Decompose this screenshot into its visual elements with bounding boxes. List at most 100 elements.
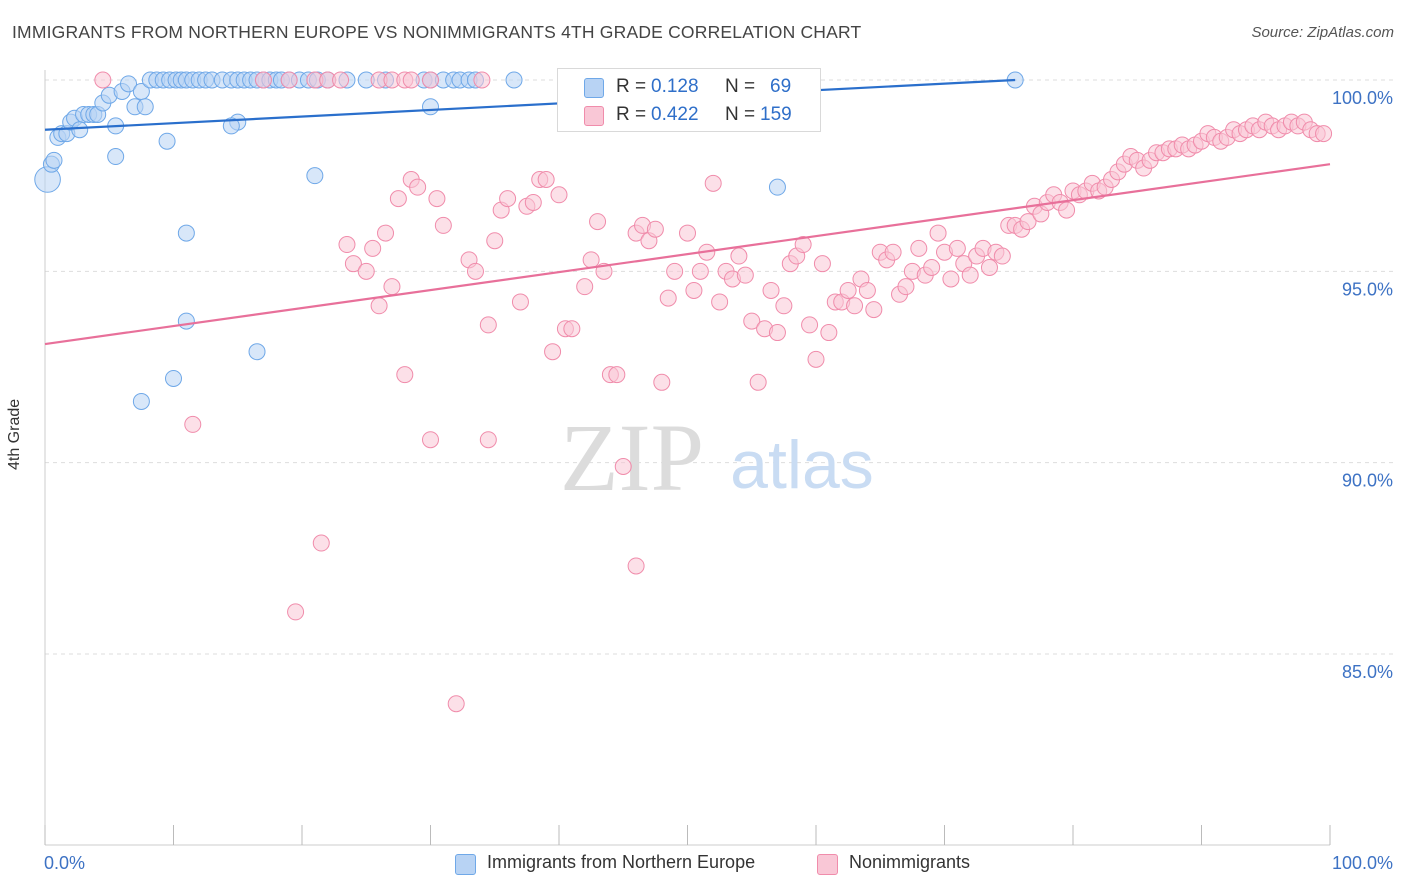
- nonimmigrants-point: [473, 71, 491, 89]
- nonimmigrants-point: [1019, 213, 1037, 231]
- nonimmigrants-point: [486, 232, 504, 250]
- nonimmigrants-point: [338, 236, 356, 254]
- source-credit: Source: ZipAtlas.com: [1251, 24, 1394, 41]
- nonimmigrants-point: [923, 259, 941, 277]
- immigrants-point: [177, 224, 195, 242]
- nonimmigrants-point: [364, 239, 382, 257]
- nonimmigrants-point: [679, 224, 696, 242]
- nonimmigrants-point: [711, 293, 729, 311]
- x-tick-label: 0.0%: [44, 853, 85, 873]
- nonimmigrants-point: [608, 366, 626, 384]
- legend-n-value: 159: [760, 104, 792, 125]
- nonimmigrants-point: [929, 224, 947, 242]
- nonimmigrants-point: [422, 431, 439, 449]
- legend-n-label: N =: [725, 104, 756, 125]
- nonimmigrants-point: [396, 366, 414, 384]
- axes: [44, 70, 1331, 846]
- immigrants-point: [45, 151, 63, 169]
- nonimmigrants-point: [653, 373, 671, 391]
- nonimmigrants-point: [422, 71, 439, 89]
- chart-title: IMMIGRANTS FROM NORTHERN EUROPE VS NONIM…: [12, 22, 862, 42]
- y-tick-label: 90.0%: [1342, 471, 1393, 491]
- nonimmigrants-point: [479, 431, 497, 449]
- nonimmigrants-point: [280, 71, 298, 89]
- nonimmigrants-point: [846, 297, 864, 315]
- nonimmigrants-point: [646, 220, 664, 238]
- nonimmigrants-point: [659, 289, 677, 307]
- nonimmigrants-point: [447, 695, 465, 713]
- nonimmigrants-point: [1058, 201, 1076, 219]
- legend-swatch-pink: [584, 106, 604, 126]
- immigrants-trend-line: [44, 78, 1016, 131]
- watermark-zip: ZIP: [560, 404, 704, 511]
- nonimmigrants-point: [794, 236, 812, 254]
- immigrants-point: [222, 117, 240, 135]
- nonimmigrants-point: [813, 255, 831, 273]
- immigrants-point: [158, 132, 176, 150]
- nonimmigrants-point: [839, 281, 857, 299]
- nonimmigrants-point: [389, 190, 407, 208]
- legend-r-label: R =: [616, 76, 647, 97]
- nonimmigrants-point: [332, 71, 350, 89]
- immigrants-point: [136, 98, 154, 116]
- nonimmigrants-point: [1315, 125, 1333, 143]
- nonimmigrants-point: [775, 297, 793, 315]
- legend-n-label: N =: [725, 76, 756, 97]
- nonimmigrants-point: [563, 320, 581, 338]
- correlation-legend: R = 0.128 N = 69 R = 0.422 N = 159: [557, 68, 821, 132]
- nonimmigrants-point: [511, 293, 529, 311]
- legend-row-immigrants: R = 0.128 N = 69: [558, 72, 820, 102]
- nonimmigrants-point: [627, 557, 645, 575]
- bottom-legend-swatch-blue: [455, 854, 476, 875]
- nonimmigrants-point: [685, 281, 703, 299]
- nonimmigrants-point: [884, 243, 902, 261]
- nonimmigrants-point: [691, 262, 709, 280]
- nonimmigrants-point: [524, 193, 542, 211]
- nonimmigrants-point: [94, 71, 112, 89]
- nonimmigrants-point: [743, 312, 761, 330]
- gridlines: [45, 79, 1395, 655]
- nonimmigrants-point: [801, 316, 819, 334]
- trend-lines: [44, 78, 1331, 346]
- nonimmigrants-point: [402, 71, 420, 89]
- series-nonimmigrants-points: [94, 71, 1333, 713]
- y-tick-labels: 85.0% 90.0% 95.0% 100.0%: [1332, 88, 1393, 682]
- nonimmigrants-point: [897, 278, 915, 296]
- x-tick-label: 100.0%: [1332, 853, 1393, 873]
- nonimmigrants-point: [576, 278, 594, 296]
- nonimmigrants-point: [820, 324, 838, 342]
- nonimmigrants-point: [544, 343, 562, 361]
- nonimmigrants-point: [287, 603, 305, 621]
- y-tick-label: 85.0%: [1342, 662, 1393, 682]
- nonimmigrants-point: [344, 255, 362, 273]
- nonimmigrants-point: [479, 316, 497, 334]
- nonimmigrants-point: [254, 71, 272, 89]
- immigrants-point: [505, 71, 523, 89]
- immigrants-point: [306, 167, 324, 185]
- nonimmigrants-point: [434, 216, 452, 234]
- immigrants-point: [165, 369, 182, 387]
- nonimmigrants-trend-line: [44, 163, 1331, 346]
- immigrants-point: [132, 392, 150, 410]
- x-tick-labels: 0.0% 100.0%: [44, 853, 1393, 873]
- immigrants-point: [120, 75, 138, 93]
- nonimmigrants-point: [614, 457, 632, 475]
- immigrants-point: [422, 98, 439, 116]
- nonimmigrants-point: [749, 373, 767, 391]
- y-tick-label: 95.0%: [1342, 279, 1393, 299]
- nonimmigrants-point: [807, 350, 825, 368]
- nonimmigrants-point: [466, 262, 484, 280]
- nonimmigrants-point: [428, 190, 446, 208]
- immigrants-point: [248, 343, 266, 361]
- legend-r-value: 0.422: [651, 104, 699, 125]
- nonimmigrants-point: [704, 174, 722, 192]
- nonimmigrants-point: [666, 262, 684, 280]
- y-tick-label: 100.0%: [1332, 88, 1393, 108]
- nonimmigrants-point: [762, 281, 780, 299]
- legend-r-value: 0.128: [651, 76, 699, 97]
- nonimmigrants-point: [961, 266, 979, 284]
- watermark-atlas: atlas: [730, 427, 874, 503]
- bottom-legend-swatch-pink: [817, 854, 838, 875]
- nonimmigrants-point: [537, 170, 555, 188]
